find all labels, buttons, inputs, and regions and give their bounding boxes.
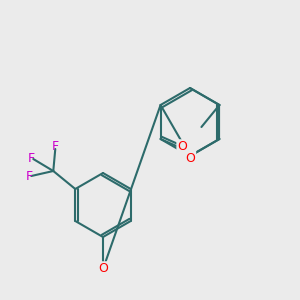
Text: F: F: [52, 140, 59, 152]
Text: O: O: [185, 152, 195, 164]
Text: O: O: [178, 140, 188, 154]
Text: F: F: [26, 169, 33, 182]
Text: F: F: [28, 152, 35, 164]
Text: O: O: [98, 262, 108, 275]
